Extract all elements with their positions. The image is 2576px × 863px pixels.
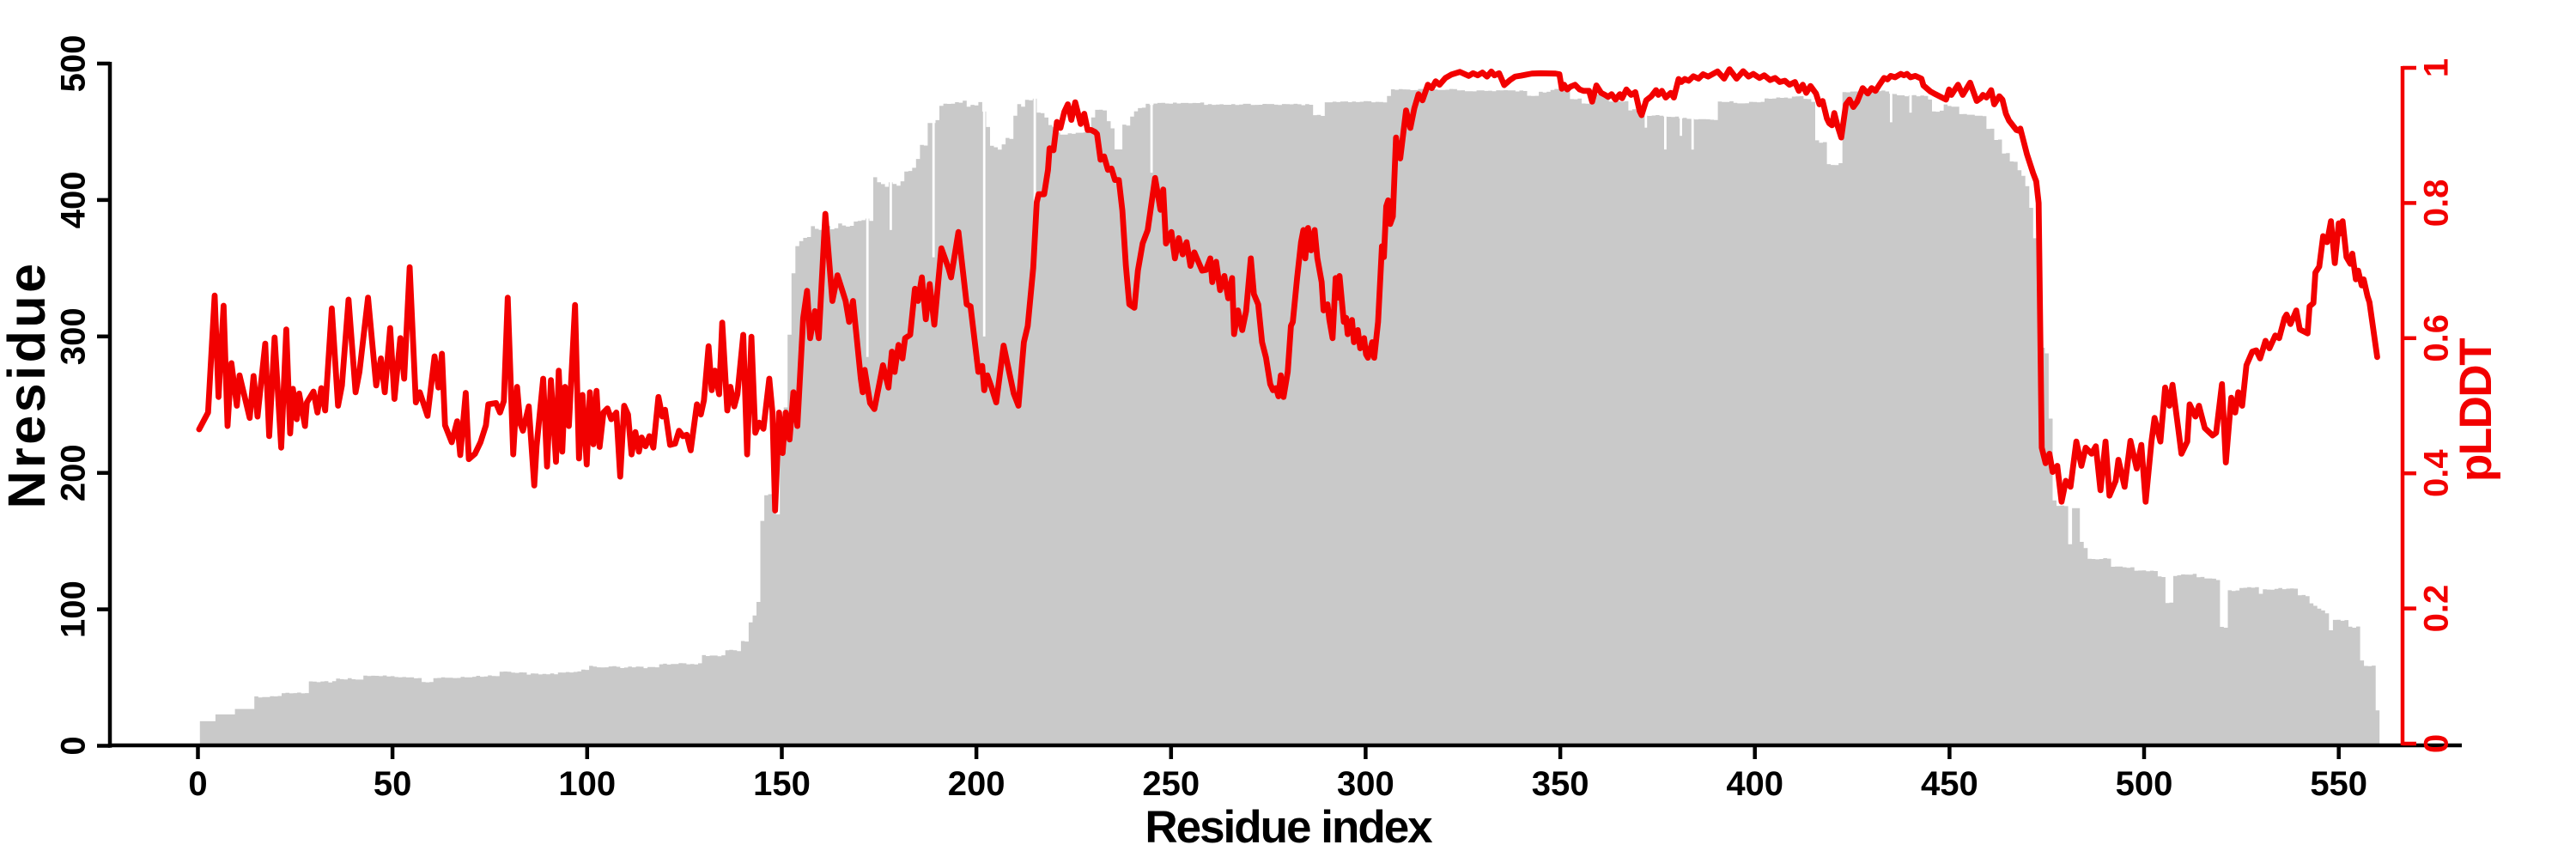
svg-text:0.4: 0.4 (2418, 449, 2456, 497)
svg-text:Nresidue: Nresidue (0, 260, 56, 508)
svg-text:400: 400 (1726, 765, 1783, 803)
svg-text:0: 0 (188, 765, 207, 803)
svg-text:Residue index: Residue index (1145, 802, 1433, 853)
svg-text:150: 150 (753, 765, 811, 803)
svg-text:300: 300 (1337, 765, 1394, 803)
svg-text:250: 250 (1142, 765, 1200, 803)
svg-text:0: 0 (2418, 734, 2456, 753)
svg-text:0.2: 0.2 (2418, 585, 2456, 633)
svg-text:550: 550 (2310, 765, 2367, 803)
svg-text:450: 450 (1921, 765, 1978, 803)
svg-text:300: 300 (55, 307, 93, 365)
svg-text:200: 200 (948, 765, 1005, 803)
svg-text:100: 100 (558, 765, 616, 803)
svg-text:400: 400 (55, 172, 93, 229)
svg-text:500: 500 (55, 35, 93, 93)
svg-text:0: 0 (55, 736, 93, 755)
svg-text:0.6: 0.6 (2418, 314, 2456, 362)
svg-text:100: 100 (55, 580, 93, 638)
svg-text:0.8: 0.8 (2418, 179, 2456, 228)
svg-text:50: 50 (374, 765, 412, 803)
svg-text:200: 200 (55, 444, 93, 501)
svg-text:350: 350 (1532, 765, 1589, 803)
svg-text:500: 500 (2116, 765, 2173, 803)
svg-text:1: 1 (2418, 58, 2456, 77)
svg-text:pLDDT: pLDDT (2451, 338, 2501, 482)
